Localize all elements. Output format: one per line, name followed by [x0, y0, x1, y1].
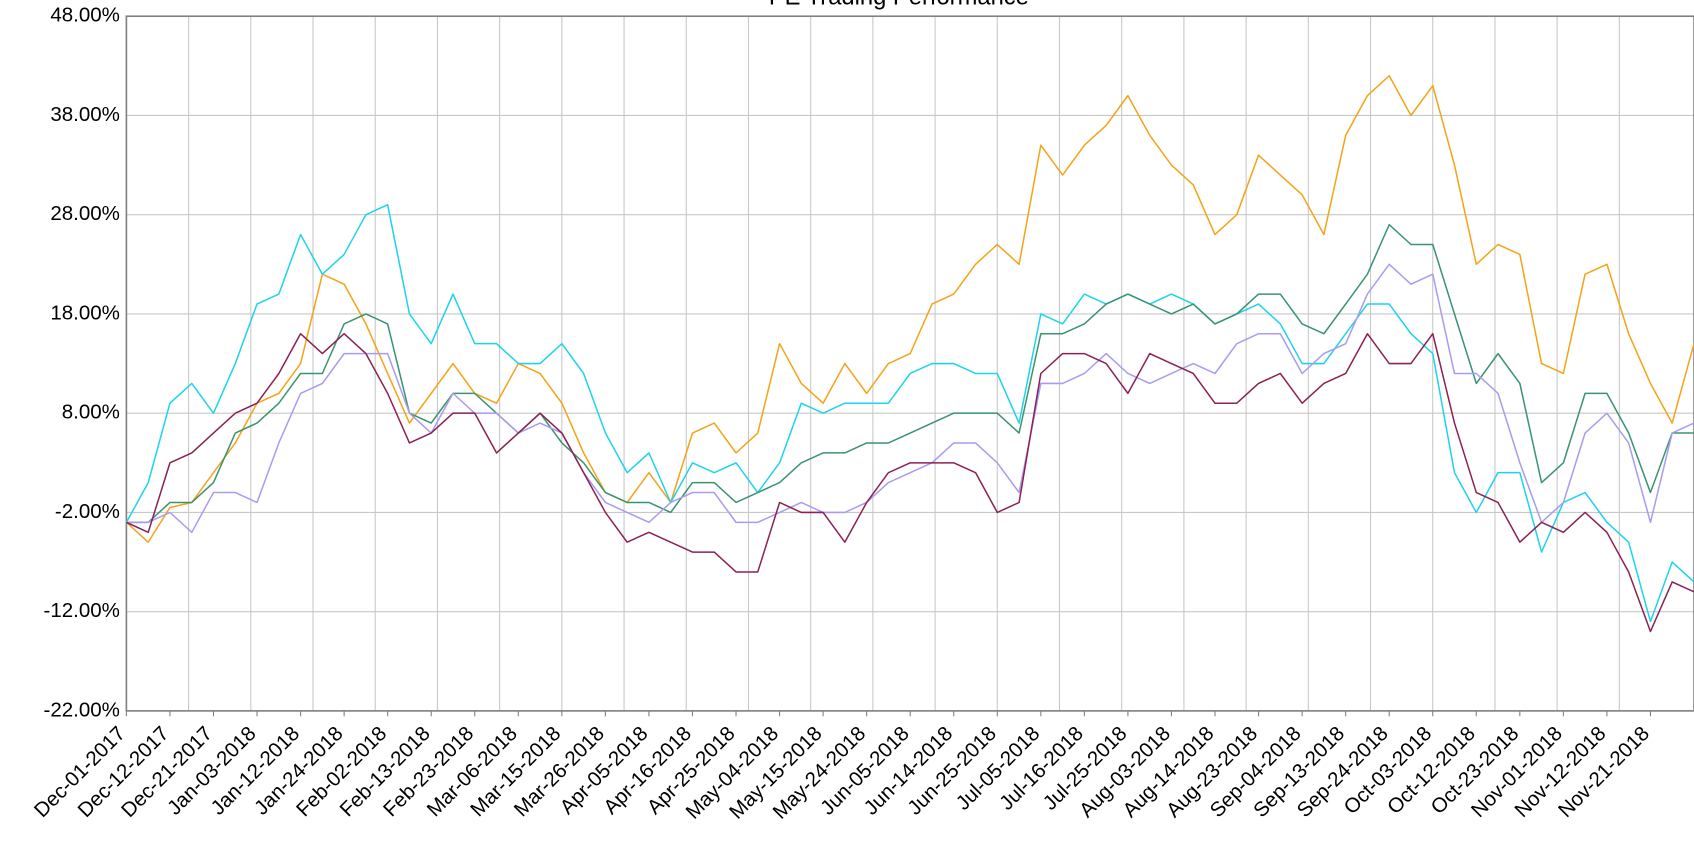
y-tick-label: 18.00% — [50, 301, 120, 324]
series-line — [126, 263, 1694, 534]
y-tick-label: 48.00% — [50, 4, 120, 27]
y-tick-label: -22.00% — [43, 698, 119, 721]
y-tick-label: 8.00% — [62, 401, 120, 424]
series-line — [126, 223, 1694, 524]
y-tick-label: -2.00% — [55, 500, 120, 523]
y-tick-label: 28.00% — [50, 202, 120, 225]
y-tick-label: -12.00% — [43, 599, 119, 622]
series-line — [125, 203, 1694, 623]
series-line — [126, 332, 1694, 633]
series-line — [125, 74, 1694, 543]
y-tick-label: 38.00% — [50, 103, 120, 126]
chart-title: PE Trading Performance — [769, 0, 1029, 10]
